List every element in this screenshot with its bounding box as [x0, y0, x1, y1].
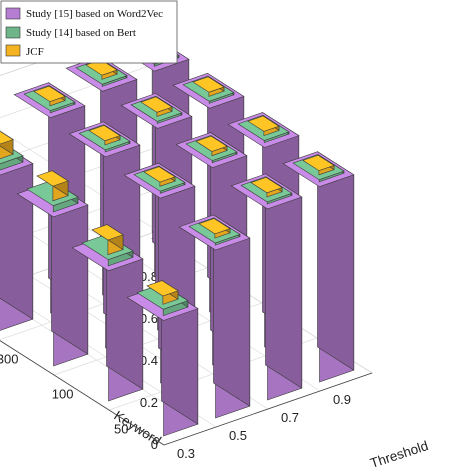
bars	[0, 35, 355, 437]
bar-jcf-th0.5-kw300	[88, 124, 121, 146]
bar-jcf-th0.9-kw300-top	[192, 76, 225, 93]
legend-swatch-study14	[5, 26, 21, 39]
bar-study15-th0.3-kw500-side	[0, 142, 34, 320]
keyword-tick-label-50: 50	[114, 422, 128, 437]
bar-jcf-th0.3-kw300-top	[36, 170, 69, 187]
threshold-axis-line	[163, 372, 373, 446]
bar-jcf-th0.5-kw300-top	[88, 125, 121, 142]
bar-jcf-th0.3-kw100	[91, 224, 124, 256]
bar-jcf-th0.5-kw100	[143, 166, 176, 187]
bar-stack-th0.3-kw500	[0, 130, 34, 331]
bar-stack-th0.7-kw50	[230, 173, 303, 401]
bar-stack-th0.5-kw50	[178, 214, 251, 419]
bar-jcf-th0.7-kw50	[250, 176, 283, 198]
keyword-axis-line	[0, 340, 165, 446]
bar-jcf-th0.9-kw100	[247, 115, 280, 137]
z-tick-label-0.8: 0.8	[140, 269, 158, 284]
threshold-tick-label-0.9: 0.9	[333, 392, 351, 407]
bar-jcf-th0.9-kw50	[302, 154, 335, 176]
bar-jcf-th0.3-kw500-top	[0, 130, 14, 145]
legend-swatch-jcf	[5, 44, 21, 57]
keyword-tick-label-100: 100	[52, 387, 74, 402]
bar-jcf-th0.5-kw50	[198, 217, 231, 239]
legend-swatch-study15	[5, 7, 21, 20]
bar-stack-th0.9-kw50	[282, 151, 355, 383]
bar-study15-th0.7-kw50	[230, 173, 303, 401]
threshold-tick-label-0.5: 0.5	[229, 428, 247, 443]
z-tick-label-0.4: 0.4	[140, 353, 158, 368]
bar-jcf-th0.9-kw100-top	[247, 115, 280, 132]
threshold-axis-label: Threshold	[368, 438, 430, 471]
bar-jcf-th0.5-kw50-top	[198, 218, 231, 235]
threshold-tick-label-0.7: 0.7	[281, 410, 299, 425]
legend-box	[0, 0, 178, 64]
bar-jcf-th0.3-kw500	[0, 130, 14, 160]
bar-jcf-th0.3-kw100-top	[91, 224, 124, 241]
z-tick-label-0: 0	[151, 437, 158, 452]
bar-jcf-th0.7-kw300-top	[140, 96, 173, 113]
z-gridline-0.8	[0, 64, 165, 278]
bar-jcf-th0.3-kw50-top	[146, 280, 179, 297]
bar-jcf-th0.9-kw50-top	[302, 154, 335, 171]
bar-jcf-th0.3-kw50	[146, 280, 179, 305]
bar-jcf-th0.9-kw300	[192, 76, 225, 97]
legend-label-study14: Study [14] based on Bert	[26, 27, 136, 39]
bar-jcf-th0.7-kw100-top	[195, 135, 228, 152]
bar-stack-th0.3-kw100	[71, 224, 144, 402]
bar-stack-th0.3-kw300	[16, 170, 89, 367]
z-tick-label-0.6: 0.6	[140, 311, 158, 326]
bar-jcf-th0.7-kw300	[140, 96, 173, 117]
legend-label-jcf: JCF	[26, 46, 44, 58]
bar-jcf-th0.7-kw50-top	[250, 177, 283, 194]
legend-label-study15: Study [15] based on Word2Vec	[26, 8, 163, 20]
threshold-tick-label-0.3: 0.3	[177, 446, 195, 461]
z-tick-label-0.2: 0.2	[140, 395, 158, 410]
bar-study15-th0.9-kw50	[282, 151, 355, 383]
bar-jcf-th0.5-kw500	[33, 85, 66, 107]
bar-jcf-th0.7-kw100	[195, 135, 228, 157]
bar-jcf-th0.5-kw100-top	[143, 166, 176, 183]
bar-jcf-th0.5-kw500-top	[33, 85, 66, 102]
bar-study15-th0.3-kw500	[0, 142, 34, 331]
bar-stack-th0.3-kw50	[126, 280, 199, 437]
keyword-tick-label-300: 300	[0, 352, 19, 367]
bar-jcf-th0.3-kw300	[36, 170, 69, 202]
legend: Study [15] based on Word2Vec Study [14] …	[0, 0, 178, 64]
